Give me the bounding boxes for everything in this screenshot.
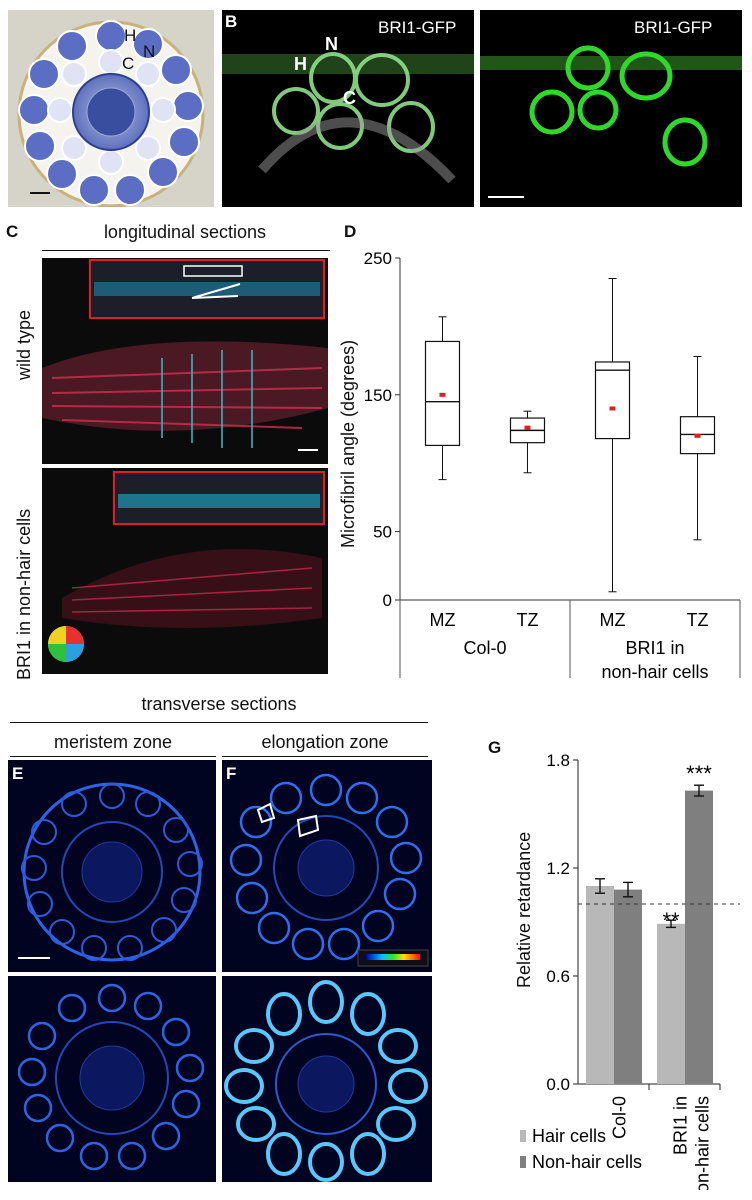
meristem-bottom-micrograph [17, 983, 205, 1171]
subheader-rule-meristem [10, 756, 216, 757]
g-significance-mark: ** [662, 908, 680, 933]
panel-f-top-image [222, 760, 432, 972]
d-y-tick-label: 250 [364, 249, 392, 268]
d-category-label: MZ [430, 610, 456, 630]
panel-label-f: F [226, 764, 237, 783]
subheader-meristem-zone: meristem zone [53, 732, 173, 752]
bri1-longitudinal-micrograph [48, 471, 325, 662]
header-rule-transverse [10, 722, 428, 723]
elongation-bottom-micrograph [224, 980, 428, 1182]
d-y-tick-label: 0 [383, 591, 392, 610]
d-y-tick-label: 150 [364, 386, 392, 405]
d-mean-marker [609, 406, 616, 411]
g-y-tick-label: 1.2 [546, 859, 570, 878]
g-bar [614, 889, 642, 1084]
d-mean-marker [694, 433, 701, 438]
row-label-bri1-non-hair: BRI1 in non-hair cells [14, 508, 34, 680]
d-category-label: MZ [600, 610, 626, 630]
d-group-label-line2: non-hair cells [601, 662, 708, 680]
g-category-label-line2: non-hair cells [693, 1096, 713, 1190]
panel-label-d: D [344, 222, 357, 241]
g-y-tick-label: 0.0 [546, 1075, 570, 1094]
panel-b-right-gfp-image [480, 10, 742, 207]
header-transverse-sections: transverse sections [141, 694, 297, 714]
subheader-elongation-zone: elongation zone [261, 732, 389, 752]
cell-label-cortex-b: C [343, 88, 356, 108]
d-group-label-line1: BRI1 in [625, 638, 684, 658]
panel-c-wild-type-image [42, 258, 328, 464]
wild-type-longitudinal-micrograph [42, 259, 328, 451]
d-box [594, 361, 631, 440]
panel-a-root-cross-section-image [8, 10, 214, 207]
d-mean-marker [439, 392, 446, 397]
d-y-tick-label: 50 [373, 523, 392, 542]
root-section-stain [17, 20, 205, 207]
cell-label-non-hair-b: N [325, 34, 338, 54]
panel-f-bottom-image [222, 976, 432, 1182]
header-longitudinal-sections: longitudinal sections [103, 222, 267, 242]
d-category-label: TZ [687, 610, 709, 630]
cell-label-hair-a: H [124, 26, 137, 45]
cell-label-hair-b: H [294, 54, 307, 74]
g-category-label-line1: BRI1 in [671, 1096, 691, 1155]
panel-d-boxplot: 0 50 150 250 MZ TZ MZ TZ Col-0 BRI1 in non-hair ce… [364, 249, 741, 680]
d-category-label: TZ [517, 610, 539, 630]
row-label-wild-type: wild type [14, 309, 34, 380]
g-significance-mark: *** [686, 761, 712, 786]
elongation-top-micrograph [229, 773, 429, 967]
g-bar [657, 923, 685, 1084]
panel-e-bottom-image [8, 976, 216, 1182]
panel-c-bri1-image [42, 468, 328, 674]
d-group-label: Col-0 [463, 638, 506, 658]
panel-label-c: C [6, 222, 19, 241]
panel-label-g: G [488, 738, 502, 757]
g-bar [685, 790, 713, 1084]
g-legend-label: Hair cells [532, 1126, 606, 1146]
cell-label-cortex-a: C [122, 54, 135, 73]
subheader-rule-elongation [222, 756, 428, 757]
header-rule-longitudinal [42, 250, 330, 251]
g-legend-swatch [520, 1130, 526, 1142]
g-y-tick-label: 1.8 [546, 751, 570, 770]
image-title-b-right: BRI1-GFP [634, 18, 713, 37]
panel-b-left-merged-image [222, 10, 474, 207]
image-title-b-left: BRI1-GFP [378, 18, 457, 37]
g-y-tick-label: 0.6 [546, 967, 570, 986]
g-bar [586, 886, 614, 1084]
meristem-top-micrograph [18, 782, 203, 962]
panel-e-top-image [8, 760, 216, 972]
d-mean-marker [524, 425, 531, 430]
panel-label-b: B [225, 12, 238, 31]
g-legend-label: Non-hair cells [532, 1152, 642, 1172]
g-category-label: Col-0 [610, 1096, 630, 1139]
g-legend-swatch [520, 1156, 526, 1168]
panel-g-barchart: 0.00.61.21.8*****Col-0 BRI1 in non-hair ce… [520, 751, 740, 1190]
bri1-gfp-merged-micrograph [222, 52, 474, 184]
panel-label-e: E [12, 764, 24, 783]
bri1-gfp-channel-micrograph [480, 45, 742, 198]
cell-label-non-hair-a: N [143, 42, 156, 61]
